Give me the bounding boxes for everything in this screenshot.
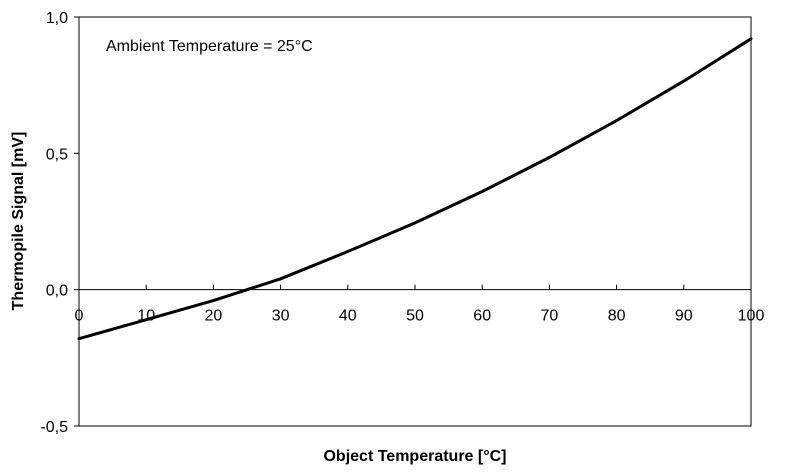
y-axis-title: Thermopile Signal [mV] (10, 132, 27, 311)
axes-layer (74, 16, 752, 427)
y-tick-label: 0,0 (46, 283, 68, 300)
y-tick-label: 0,5 (46, 146, 68, 163)
x-tick-label: 30 (272, 308, 290, 325)
x-tick-label: 90 (675, 308, 693, 325)
x-tick-label: 100 (738, 308, 765, 325)
x-axis-title: Object Temperature [°C] (323, 448, 506, 465)
x-tick-label: 60 (473, 308, 491, 325)
annotation-ambient-temperature: Ambient Temperature = 25°C (106, 38, 313, 55)
y-tick-label: -0,5 (40, 419, 68, 436)
x-tick-label: 20 (205, 308, 223, 325)
series-line (77, 37, 753, 341)
x-tick-label: 80 (608, 308, 626, 325)
series-layer (77, 37, 753, 341)
x-tick-label: 70 (541, 308, 559, 325)
labels-layer: 0 10 20 30 40 50 60 70 80 90 100 -0,5 0,0 0,5 1,0 (40, 10, 764, 436)
x-tick-label: 0 (75, 308, 84, 325)
y-tick-label: 1,0 (46, 10, 68, 27)
x-tick-label: 40 (339, 308, 357, 325)
x-tick-label: 50 (406, 308, 424, 325)
x-tick-label: 10 (137, 308, 155, 325)
